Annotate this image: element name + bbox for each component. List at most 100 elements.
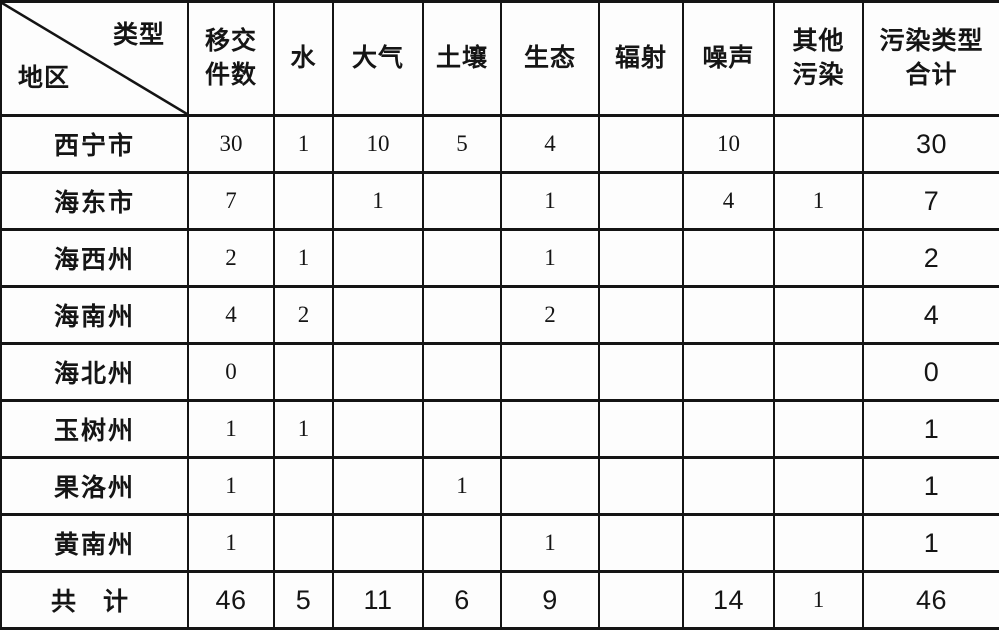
col-header-water: 水 — [273, 0, 334, 117]
data-cell: 1 — [500, 171, 600, 231]
region-label: 西宁市 — [0, 114, 189, 174]
data-cell — [422, 342, 502, 402]
data-cell — [598, 228, 684, 288]
header-row: 类型 地区 移交 件数 水 大气 土壤 生态 辐射 噪声 其他 污染 污染类型 … — [0, 0, 999, 117]
row-total-cell: 1 — [862, 456, 999, 516]
data-cell — [332, 228, 424, 288]
col-header-noise: 噪声 — [682, 0, 775, 117]
table-row-haidong: 海东市 7 1 1 4 1 7 — [0, 171, 999, 231]
data-cell — [500, 399, 600, 459]
total-cell: 9 — [500, 570, 600, 630]
data-cell — [332, 513, 424, 573]
grand-total-label: 共 计 — [0, 570, 189, 630]
table-row-huangnan: 黄南州 1 1 1 — [0, 513, 999, 573]
col-header-other-pollution: 其他 污染 — [773, 0, 864, 117]
col-header-soil: 土壤 — [422, 0, 502, 117]
table-row-haibei: 海北州 0 0 — [0, 342, 999, 402]
data-cell: 1 — [500, 228, 600, 288]
data-cell: 1 — [273, 228, 334, 288]
data-cell — [598, 513, 684, 573]
data-cell — [598, 399, 684, 459]
data-cell: 1 — [332, 171, 424, 231]
col-header-radiation: 辐射 — [598, 0, 684, 117]
total-cell: 1 — [773, 570, 864, 630]
corner-label-type: 类型 — [112, 21, 165, 49]
region-label: 果洛州 — [0, 456, 189, 516]
data-cell: 1 — [187, 456, 275, 516]
total-cell: 11 — [332, 570, 424, 630]
data-cell — [422, 513, 502, 573]
row-total-cell: 1 — [862, 399, 999, 459]
data-cell: 1 — [273, 114, 334, 174]
total-cell: 14 — [682, 570, 775, 630]
data-cell — [682, 399, 775, 459]
data-cell: 4 — [500, 114, 600, 174]
data-cell — [773, 114, 864, 174]
region-label: 海南州 — [0, 285, 189, 345]
data-cell — [773, 285, 864, 345]
data-cell — [273, 342, 334, 402]
region-label: 玉树州 — [0, 399, 189, 459]
data-cell — [422, 171, 502, 231]
data-cell — [422, 399, 502, 459]
region-label: 海东市 — [0, 171, 189, 231]
table-row-xining: 西宁市 30 1 10 5 4 10 30 — [0, 114, 999, 174]
data-cell — [273, 456, 334, 516]
data-cell — [598, 171, 684, 231]
data-cell: 10 — [332, 114, 424, 174]
data-cell — [682, 285, 775, 345]
data-cell: 1 — [773, 171, 864, 231]
data-cell — [500, 456, 600, 516]
row-total-cell: 0 — [862, 342, 999, 402]
region-label: 海西州 — [0, 228, 189, 288]
total-cell — [598, 570, 684, 630]
data-cell: 1 — [187, 513, 275, 573]
table-row-grand-total: 共 计 46 5 11 6 9 14 1 46 — [0, 570, 999, 630]
data-cell — [682, 228, 775, 288]
data-cell — [422, 285, 502, 345]
data-cell — [332, 456, 424, 516]
row-total-cell: 30 — [862, 114, 999, 174]
col-header-pollution-type-total: 污染类型 合计 — [862, 0, 999, 117]
data-cell — [773, 513, 864, 573]
data-cell — [332, 399, 424, 459]
data-cell — [273, 513, 334, 573]
data-cell: 2 — [500, 285, 600, 345]
data-cell: 4 — [187, 285, 275, 345]
total-cell: 6 — [422, 570, 502, 630]
col-header-air: 大气 — [332, 0, 424, 117]
table-row-guoluo: 果洛州 1 1 1 — [0, 456, 999, 516]
data-cell — [598, 285, 684, 345]
row-total-cell: 4 — [862, 285, 999, 345]
data-cell — [598, 342, 684, 402]
data-cell — [422, 228, 502, 288]
data-cell: 1 — [273, 399, 334, 459]
data-cell — [682, 456, 775, 516]
col-header-ecology: 生态 — [500, 0, 600, 117]
data-cell: 1 — [500, 513, 600, 573]
data-cell: 2 — [187, 228, 275, 288]
total-cell: 46 — [187, 570, 275, 630]
data-cell — [682, 342, 775, 402]
row-total-cell: 1 — [862, 513, 999, 573]
row-total-cell: 2 — [862, 228, 999, 288]
data-cell: 1 — [422, 456, 502, 516]
corner-header-cell: 类型 地区 — [0, 0, 189, 117]
data-cell — [773, 228, 864, 288]
data-cell: 7 — [187, 171, 275, 231]
data-cell — [773, 342, 864, 402]
table-row-hainan: 海南州 4 2 2 4 — [0, 285, 999, 345]
data-cell: 2 — [273, 285, 334, 345]
table-row-yushu: 玉树州 1 1 1 — [0, 399, 999, 459]
data-cell: 30 — [187, 114, 275, 174]
region-label: 黄南州 — [0, 513, 189, 573]
data-cell: 0 — [187, 342, 275, 402]
row-total-cell: 7 — [862, 171, 999, 231]
data-cell — [598, 456, 684, 516]
region-label: 海北州 — [0, 342, 189, 402]
table-row-haixi: 海西州 2 1 1 2 — [0, 228, 999, 288]
data-cell: 10 — [682, 114, 775, 174]
data-cell — [773, 399, 864, 459]
